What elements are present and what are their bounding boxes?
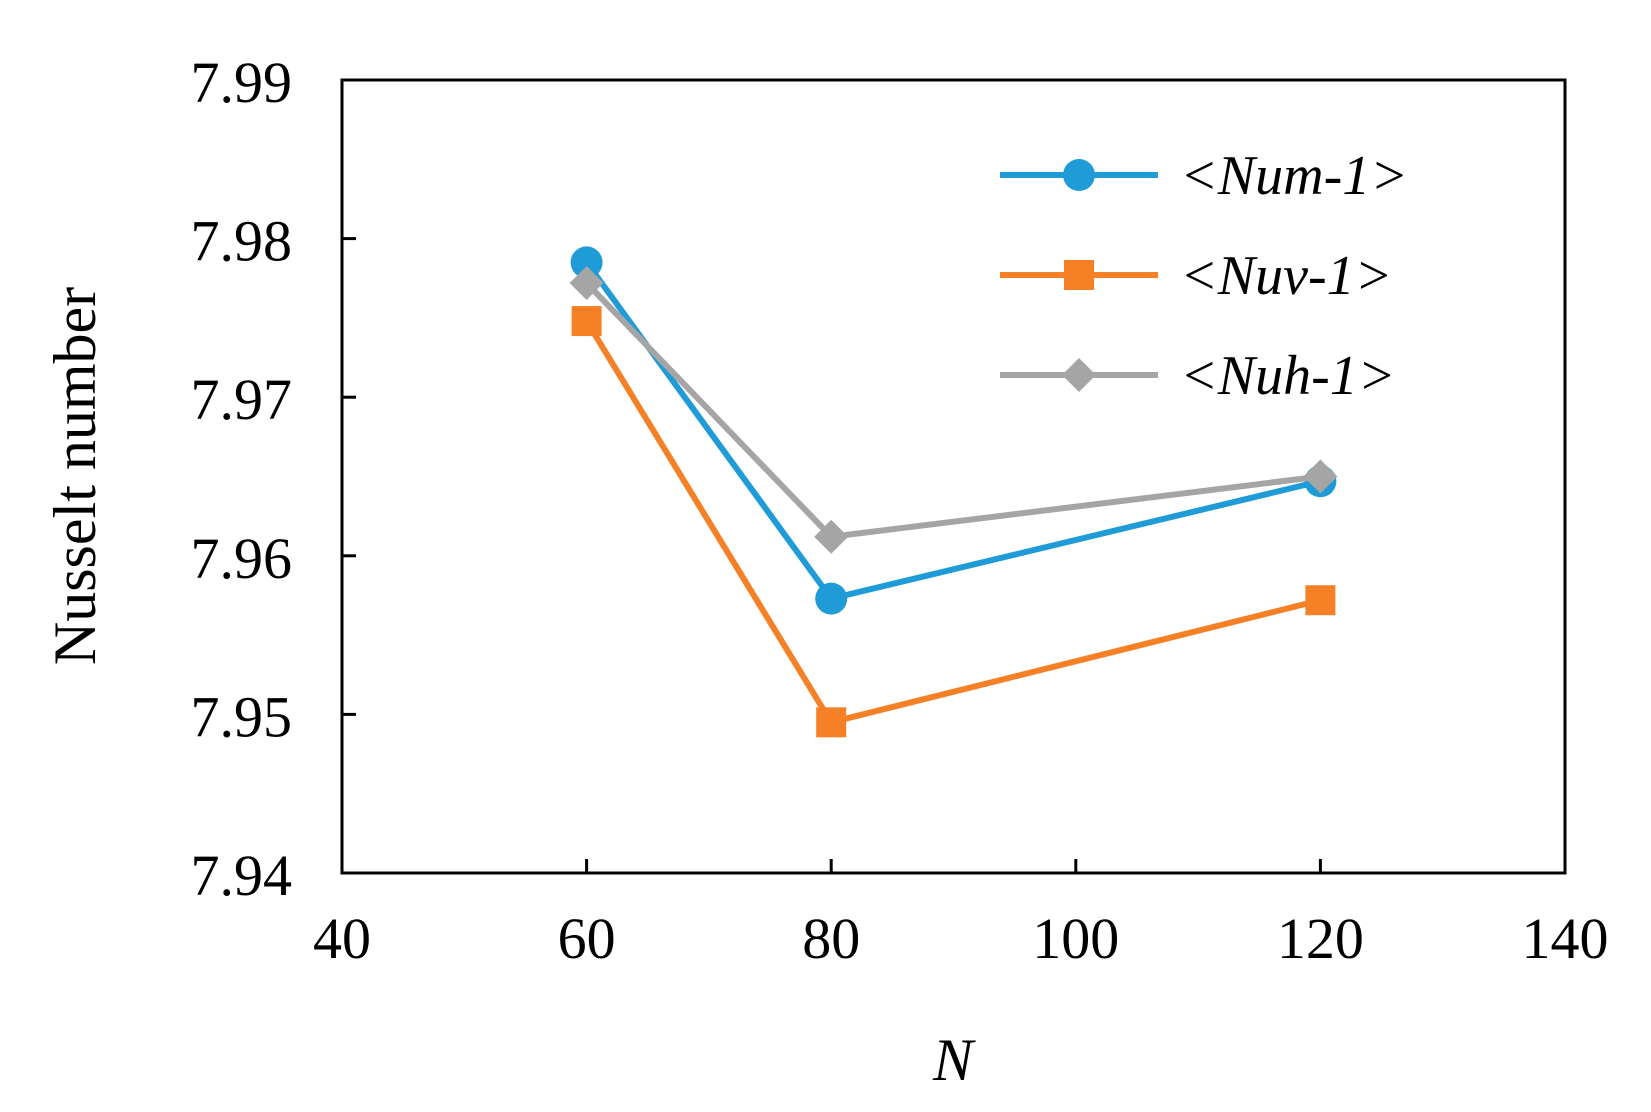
legend-marker-num-1 bbox=[1063, 159, 1095, 191]
legend-label-nuv-1: <Nuv-1> bbox=[1180, 245, 1392, 307]
series-nuh-1 bbox=[569, 266, 1338, 554]
series-nuv-1 bbox=[571, 306, 1336, 738]
y-tick-label: 7.98 bbox=[191, 209, 293, 274]
y-axis-ticks: 7.94 7.95 7.96 7.97 7.98 7.99 bbox=[191, 50, 356, 908]
x-axis-title: N bbox=[932, 1027, 976, 1093]
x-axis-ticks: 40 60 80 100 120 140 bbox=[313, 859, 1609, 971]
y-tick-label: 7.94 bbox=[191, 843, 293, 908]
y-tick-label: 7.97 bbox=[191, 367, 293, 432]
data-point-nuh-1 bbox=[1303, 459, 1338, 494]
legend-label-num-1: <Num-1> bbox=[1180, 145, 1408, 207]
data-point-nuv-1 bbox=[816, 707, 847, 738]
y-tick-label: 7.96 bbox=[191, 526, 293, 591]
y-tick-label: 7.99 bbox=[191, 50, 293, 115]
legend-marker-nuh-1 bbox=[1062, 358, 1096, 392]
legend-marker-nuv-1 bbox=[1064, 260, 1094, 290]
x-tick-label: 60 bbox=[558, 906, 616, 971]
legend: <Num-1> <Nuv-1> <Nuh-1> bbox=[1000, 145, 1408, 407]
data-point-nuv-1 bbox=[571, 306, 602, 337]
data-point-nuv-1 bbox=[1305, 585, 1336, 616]
data-point-nuh-1 bbox=[814, 519, 849, 554]
plot-area-frame bbox=[340, 78, 1567, 875]
x-tick-label: 100 bbox=[1032, 906, 1119, 971]
y-tick-label: 7.95 bbox=[191, 684, 293, 749]
x-tick-label: 80 bbox=[802, 906, 860, 971]
data-point-num-1 bbox=[815, 582, 848, 615]
x-tick-label: 140 bbox=[1522, 906, 1609, 971]
series-line-num-1 bbox=[584, 260, 1322, 602]
legend-label-nuh-1: <Nuh-1> bbox=[1180, 345, 1396, 407]
series-layer bbox=[569, 246, 1338, 738]
data-point-nuh-1 bbox=[569, 266, 604, 301]
y-axis-title: Nusselt number bbox=[42, 287, 108, 665]
x-tick-label: 120 bbox=[1277, 906, 1364, 971]
data-point-num-1 bbox=[570, 246, 603, 279]
x-tick-label: 40 bbox=[313, 906, 371, 971]
